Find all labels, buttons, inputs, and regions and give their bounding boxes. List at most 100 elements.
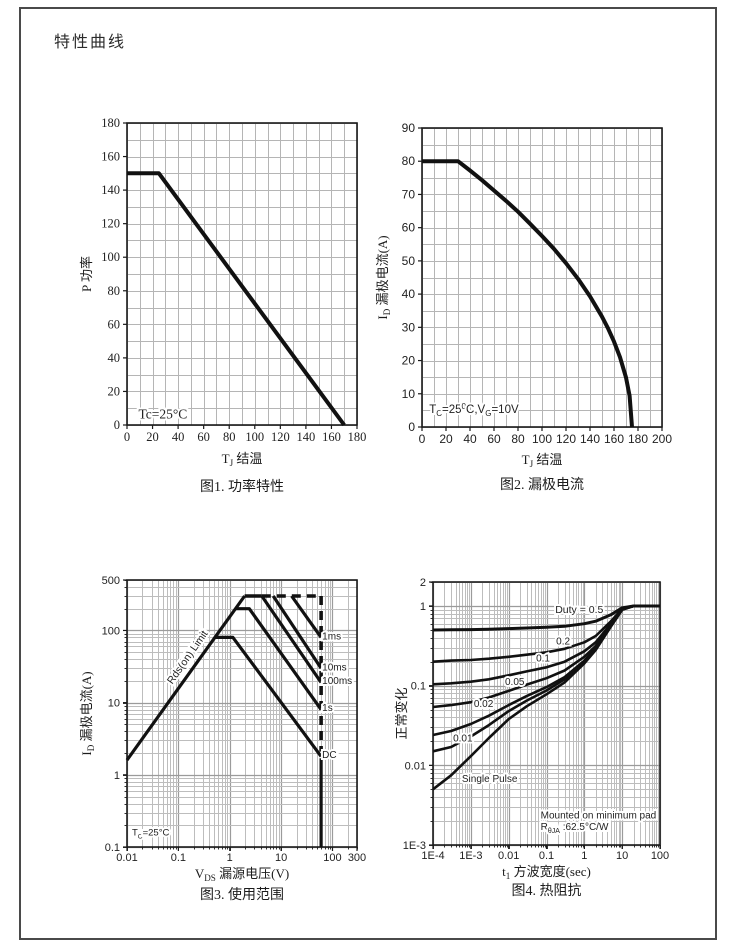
annotation: 0.1 — [536, 654, 550, 665]
x-axis-tick-label: 200 — [652, 432, 672, 446]
annotation: Duty = 0.5 — [555, 604, 603, 616]
x-axis-title: t1 方波宽度(sec) — [502, 864, 591, 881]
grid — [127, 123, 358, 426]
y-axis-tick-label: 60 — [108, 317, 121, 331]
y-axis-tick-label: 140 — [101, 183, 120, 197]
y-axis-title: ID 漏极电流(A) — [79, 671, 96, 755]
y-axis-tick-label: 30 — [402, 320, 416, 334]
x-axis-title: VDS 漏源电压(V) — [195, 866, 289, 883]
x-axis-tick-label: 160 — [322, 430, 341, 444]
y-axis-tick-label: 60 — [402, 221, 416, 235]
page-title: 特性曲线 — [54, 34, 127, 51]
x-axis-tick-label: 0.01 — [116, 852, 137, 864]
annotation: Tc=25°C — [139, 406, 188, 421]
x-axis-tick-label: 1 — [227, 852, 233, 864]
x-axis-tick-label: 0.01 — [498, 850, 519, 862]
x-axis-tick-label: 100 — [532, 432, 552, 446]
series-dc — [215, 635, 323, 758]
series-power-derating — [127, 171, 346, 427]
y-axis-tick-label: 0.1 — [411, 681, 426, 693]
y-axis-tick-label: 100 — [102, 625, 120, 637]
annotation: 0.05 — [505, 677, 525, 688]
y-axis-tick-label: 180 — [101, 116, 120, 130]
figure1-caption: 图1. 功率特性 — [200, 480, 284, 495]
y-axis-title: 正常变化 — [394, 687, 409, 739]
x-axis-tick-label: 1E-3 — [459, 850, 482, 862]
x-axis-tick-label: 300 — [348, 852, 366, 864]
x-axis-tick-label: 20 — [439, 432, 453, 446]
annotation: DC — [322, 750, 336, 761]
x-axis-tick-label: 20 — [146, 430, 159, 444]
x-axis-tick-label: 10 — [275, 852, 287, 864]
y-axis-tick-label: 0 — [408, 420, 415, 434]
x-axis-tick-label: 100 — [323, 852, 341, 864]
y-axis-tick-label: 500 — [102, 575, 120, 587]
annotation: Mounted on minimum pad — [541, 811, 657, 822]
figure2-drain-current-chart: 0 20 40 60 80 100 120 140 160 180 200 0 10 20 30 40 50 60… — [375, 121, 672, 469]
y-axis-tick-label: 40 — [108, 351, 121, 365]
y-axis-tick-label: 1 — [420, 601, 426, 613]
x-axis-tick-label: 160 — [604, 432, 624, 446]
y-axis-tick-label: 20 — [108, 384, 121, 398]
figure4-caption: 图4. 热阻抗 — [511, 884, 582, 899]
y-axis-tick-label: 10 — [402, 387, 416, 401]
x-axis-tick-label: 0 — [419, 432, 426, 446]
y-axis-tick-label: 120 — [101, 217, 120, 231]
y-axis-tick-label: 0.01 — [405, 760, 426, 772]
series-rdson-limit — [125, 595, 246, 762]
x-axis-tick-label: 100 — [651, 850, 669, 862]
y-axis-tick-label: 2 — [420, 577, 426, 589]
series-pulse-10ms — [271, 595, 323, 670]
x-axis-tick-label: 140 — [297, 430, 316, 444]
annotation: Single Pulse — [462, 774, 518, 785]
x-axis-tick-label: 0.1 — [539, 850, 554, 862]
y-axis-tick-label: 1E-3 — [403, 840, 426, 852]
x-axis-title: TJ 结温 — [522, 452, 563, 469]
y-axis-tick-label: 100 — [101, 250, 120, 264]
x-axis-tick-label: 60 — [487, 432, 501, 446]
axis-ticks: 0 20 40 60 80 100 120 140 160 180 0 20 40 60 80 100 120 1… — [101, 116, 366, 444]
figure1-power-derating-chart: 0 20 40 60 80 100 120 140 160 180 0 20 40 60 80 100 120 1… — [79, 116, 366, 468]
x-axis-tick-label: 1E-4 — [421, 850, 444, 862]
x-axis-title: TJ 结温 — [222, 451, 263, 468]
series-duty-0.5 — [432, 604, 660, 632]
y-axis-tick-label: 0 — [114, 418, 120, 432]
annotation: 1s — [322, 703, 333, 714]
x-axis-tick-label: 40 — [172, 430, 185, 444]
y-axis-title: ID 漏极电流(A) — [375, 235, 392, 319]
axis-ticks: 0 20 40 60 80 100 120 140 160 180 200 0 10 20 30 40 50 60… — [402, 121, 673, 446]
x-axis-tick-label: 120 — [556, 432, 576, 446]
x-axis-tick-label: 1 — [581, 850, 587, 862]
y-axis-tick-label: 40 — [402, 287, 416, 301]
series-pulse-100ms — [260, 595, 323, 684]
y-axis-tick-label: 70 — [402, 187, 416, 201]
series-drain-current-vs-temp — [422, 159, 634, 428]
page-border-frame — [19, 7, 717, 940]
annotation: 10ms — [322, 662, 346, 673]
y-axis-tick-label: 80 — [108, 284, 121, 298]
grid — [429, 582, 662, 849]
x-axis-tick-label: 60 — [197, 430, 210, 444]
y-axis-tick-label: 90 — [402, 121, 416, 135]
y-axis-tick-label: 10 — [108, 698, 120, 710]
x-axis-tick-label: 10 — [616, 850, 628, 862]
grid — [123, 580, 358, 851]
y-axis-title: P 功率 — [79, 256, 94, 292]
annotation: TC=250C,VG=10V — [429, 402, 519, 418]
annotation: TC=25°C — [132, 827, 170, 840]
annotation: 1ms — [322, 631, 341, 642]
plot-frame — [126, 122, 358, 426]
x-axis-tick-label: 180 — [628, 432, 648, 446]
x-axis-tick-label: 180 — [348, 430, 367, 444]
y-axis-tick-label: 0.1 — [105, 842, 120, 854]
annotation: 0.2 — [556, 636, 570, 647]
figure3-caption: 图3. 使用范围 — [200, 888, 284, 903]
x-axis-tick-label: 140 — [580, 432, 600, 446]
annotation: 0.02 — [474, 699, 494, 710]
